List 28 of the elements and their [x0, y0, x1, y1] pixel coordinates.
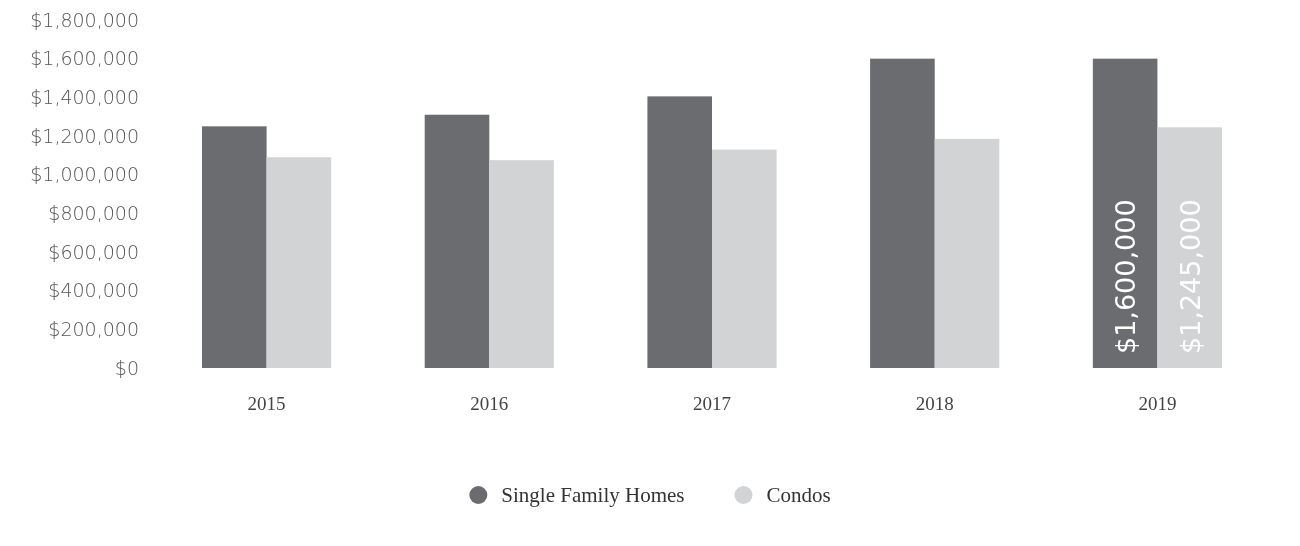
y-tick-label: $1,600,000 — [30, 47, 139, 70]
x-tick-label: 2018 — [915, 393, 954, 415]
bar — [870, 58, 935, 368]
bar — [1092, 58, 1158, 368]
bar — [202, 126, 267, 368]
data-label: $1,600,000 — [1110, 199, 1142, 354]
y-tick-label: $1,200,000 — [30, 124, 139, 147]
y-tick-label: $1,400,000 — [30, 85, 139, 108]
legend-label: Single Family Homes — [501, 483, 685, 507]
y-tick-label: $400,000 — [48, 279, 139, 302]
bar — [712, 149, 777, 368]
bar — [934, 138, 1000, 368]
x-tick-label: 2019 — [1138, 393, 1177, 415]
x-tick-label: 2015 — [247, 393, 286, 415]
y-tick-label: $1,000,000 — [30, 163, 139, 186]
y-tick-label: $0 — [114, 356, 139, 379]
x-tick-label: 2016 — [470, 393, 509, 415]
y-tick-label: $200,000 — [48, 317, 139, 340]
y-tick-label: $800,000 — [48, 201, 139, 224]
bar — [266, 157, 332, 368]
bar — [424, 114, 490, 368]
y-tick-label: $600,000 — [48, 240, 139, 263]
bar — [489, 160, 554, 368]
x-tick-label: 2017 — [693, 393, 731, 415]
bar — [647, 96, 712, 368]
legend-label: Condos — [766, 483, 831, 507]
bar — [1157, 127, 1222, 368]
y-tick-label: $1,800,000 — [30, 8, 139, 31]
